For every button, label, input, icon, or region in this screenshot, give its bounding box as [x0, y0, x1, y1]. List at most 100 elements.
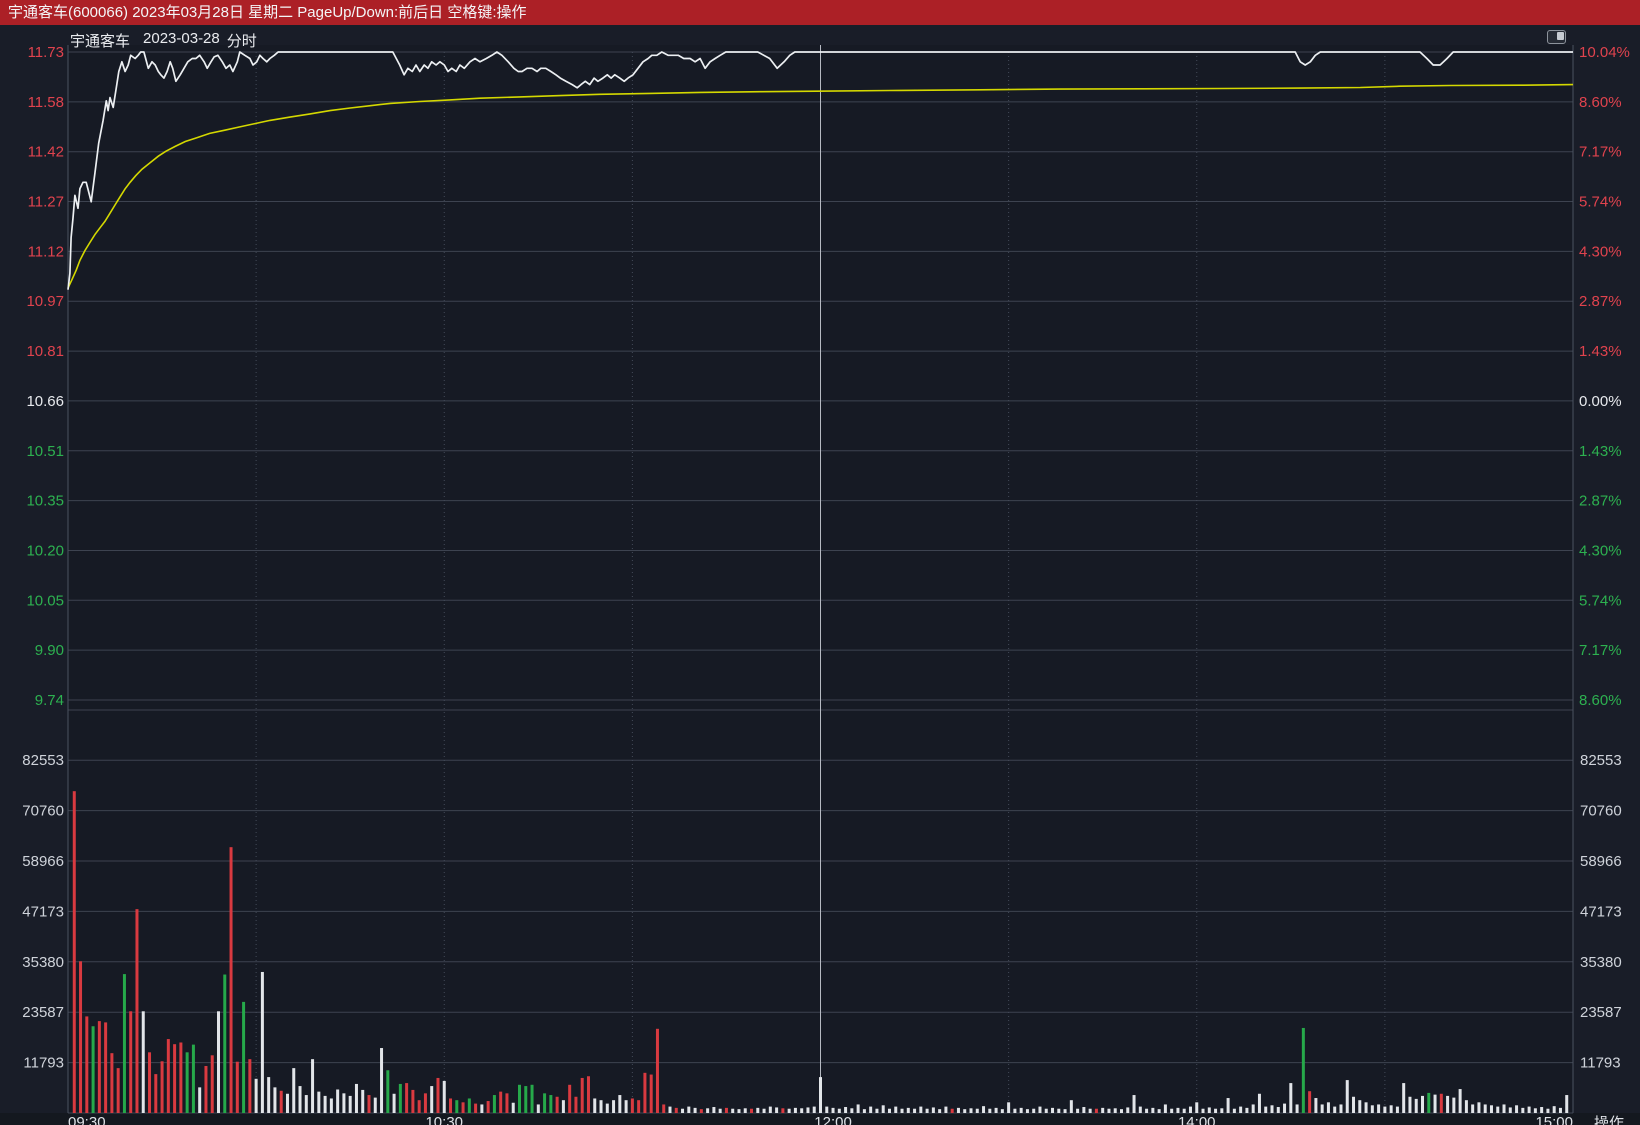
volume-bar	[724, 1107, 728, 1113]
volume-axis-label-left: 23587	[22, 1004, 64, 1021]
volume-bar	[1257, 1093, 1261, 1113]
volume-bar	[887, 1108, 891, 1113]
price-axis-label: 11.12	[28, 243, 64, 260]
volume-bar	[1088, 1108, 1092, 1113]
volume-bar	[1326, 1102, 1330, 1113]
volume-bar	[618, 1095, 622, 1113]
volume-bar	[662, 1104, 666, 1113]
volume-bar	[1251, 1104, 1255, 1113]
volume-bar	[173, 1044, 177, 1113]
volume-bar	[913, 1108, 917, 1113]
volume-bar	[311, 1059, 315, 1113]
volume-bar	[348, 1095, 352, 1113]
volume-bar	[919, 1106, 923, 1113]
panel-toggle-icon[interactable]	[1547, 30, 1566, 44]
volume-bar	[1358, 1100, 1362, 1113]
price-axis-label: 11.73	[28, 44, 64, 61]
title-bar: 宇通客车(600066) 2023年03月28日 星期二 PageUp/Down…	[0, 0, 1640, 25]
volume-bar	[1076, 1108, 1080, 1113]
volume-axis-label-left: 82553	[22, 752, 64, 769]
volume-bar	[536, 1104, 540, 1113]
volume-bar	[706, 1108, 710, 1113]
volume-bar	[185, 1052, 189, 1113]
volume-bar	[994, 1107, 998, 1113]
volume-bar	[104, 1022, 108, 1113]
volume-bar	[674, 1107, 678, 1113]
percent-axis-label: 4.30%	[1579, 542, 1622, 559]
volume-bar	[1320, 1104, 1324, 1113]
volume-bar	[267, 1077, 271, 1113]
volume-bar	[367, 1095, 371, 1113]
volume-bar	[398, 1083, 402, 1113]
volume-bar	[204, 1065, 208, 1113]
volume-bar	[148, 1052, 152, 1113]
volume-bar	[1182, 1108, 1186, 1113]
percent-axis-label: 2.87%	[1579, 293, 1622, 310]
percent-axis-label: 0.00%	[1579, 393, 1622, 410]
volume-bar	[982, 1106, 986, 1113]
volume-bar	[1389, 1105, 1393, 1113]
volume-bar	[574, 1096, 578, 1113]
volume-bar	[474, 1103, 478, 1113]
volume-bar	[1163, 1104, 1167, 1113]
volume-bar	[1063, 1109, 1067, 1113]
volume-bar	[342, 1093, 346, 1113]
volume-axis-label-left: 11793	[23, 1055, 64, 1072]
volume-bar	[712, 1107, 716, 1113]
volume-bar	[869, 1106, 873, 1113]
time-axis-label: 10:30	[425, 1114, 463, 1125]
volume-bar	[931, 1107, 935, 1113]
time-axis-label: 15:00	[1535, 1114, 1573, 1125]
chart-date-label: 2023-03-28	[143, 30, 220, 47]
volume-bar	[956, 1107, 960, 1113]
volume-bar	[1007, 1102, 1011, 1113]
action-menu-label[interactable]: 操作	[1594, 1115, 1625, 1125]
volume-bar	[323, 1095, 327, 1113]
volume-bar	[373, 1097, 377, 1113]
volume-bar	[549, 1095, 553, 1113]
volume-bar	[1308, 1091, 1312, 1113]
volume-bar	[718, 1108, 722, 1113]
volume-bar	[1220, 1108, 1224, 1113]
volume-axis-label-right: 82553	[1580, 752, 1622, 769]
volume-bar	[317, 1091, 321, 1113]
volume-bar	[392, 1093, 396, 1113]
volume-bar	[1170, 1108, 1174, 1113]
volume-bar	[812, 1106, 816, 1113]
volume-bar	[1069, 1100, 1073, 1113]
volume-bar	[743, 1108, 747, 1113]
volume-bar	[1521, 1107, 1525, 1113]
volume-bar	[530, 1084, 534, 1113]
volume-bar	[72, 791, 76, 1113]
volume-bar	[988, 1108, 992, 1113]
volume-bar	[605, 1103, 609, 1113]
volume-bar	[166, 1039, 170, 1113]
volume-bar	[1289, 1083, 1293, 1113]
volume-bar	[442, 1080, 446, 1113]
volume-bar	[975, 1108, 979, 1113]
volume-bar	[1414, 1098, 1418, 1113]
volume-bar	[1339, 1104, 1343, 1113]
time-axis-label: 12:00	[814, 1114, 852, 1125]
volume-bar	[580, 1077, 584, 1113]
volume-bar	[750, 1108, 754, 1113]
volume-bar	[1508, 1107, 1512, 1113]
volume-bar	[1452, 1097, 1456, 1113]
price-axis-label: 10.66	[26, 393, 64, 410]
volume-bar	[649, 1074, 653, 1113]
volume-bar	[141, 1011, 145, 1113]
volume-bar	[380, 1048, 384, 1113]
volume-bar	[436, 1077, 440, 1113]
percent-axis-label: 5.74%	[1579, 592, 1622, 609]
volume-bar	[1120, 1109, 1123, 1113]
title-bar-text: 宇通客车(600066) 2023年03月28日 星期二 PageUp/Down…	[8, 4, 527, 21]
price-axis-label: 10.35	[26, 493, 64, 510]
volume-bar	[1157, 1109, 1161, 1113]
volume-bar	[329, 1098, 333, 1113]
volume-bar	[455, 1100, 459, 1113]
volume-bar	[135, 909, 139, 1113]
volume-bar	[1421, 1095, 1424, 1113]
volume-bar	[292, 1068, 296, 1113]
